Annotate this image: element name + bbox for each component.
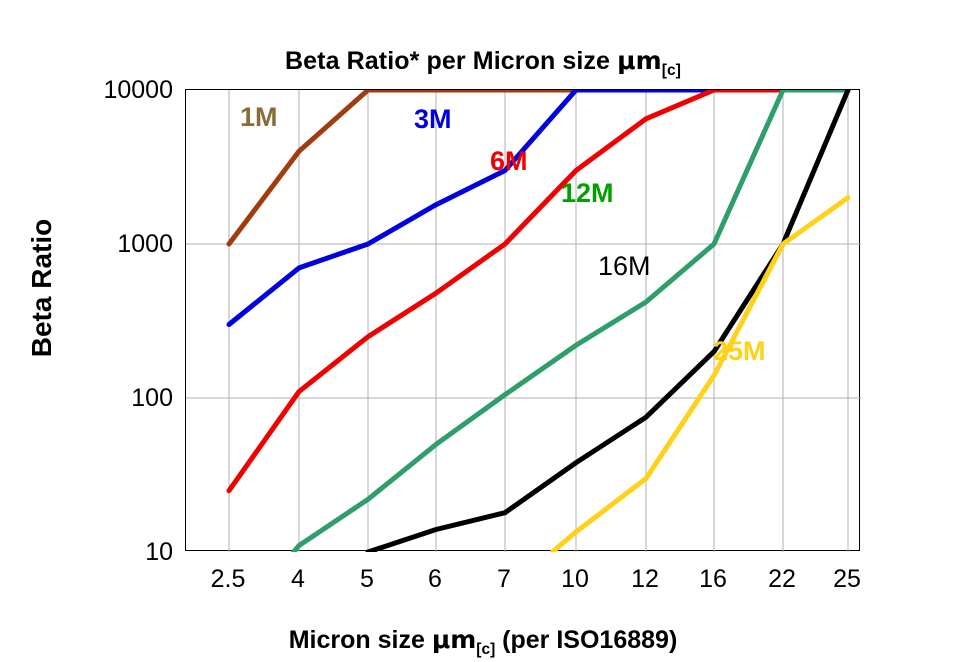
x-tick-labels: 2.5 4 5 6 7 10 12 16 22 25	[185, 565, 861, 605]
x-tick-label: 2.5	[210, 565, 246, 593]
chart-title-main: Beta Ratio* per Micron size	[285, 47, 618, 75]
series-label-25m: 25M	[713, 336, 766, 366]
series-lines	[226, 90, 851, 552]
chart-title-mu: μm	[617, 46, 662, 75]
plot-area	[185, 89, 861, 552]
x-tick-label: 12	[631, 565, 659, 593]
x-axis-title-tail: (per ISO16889)	[495, 626, 678, 654]
x-tick-label: 7	[497, 565, 511, 593]
series-line-25m	[549, 195, 851, 552]
series-line-12m	[291, 90, 851, 552]
series-label-3m: 3M	[414, 104, 452, 134]
series-line-6m	[226, 90, 851, 494]
x-axis-title-mu: μm	[431, 625, 477, 654]
series-label-6m: 6M	[490, 146, 528, 176]
x-tick-label: 10	[561, 565, 589, 593]
x-tick-label: 6	[428, 565, 442, 593]
x-tick-label: 5	[360, 565, 374, 593]
series-label-12m: 12M	[561, 178, 614, 208]
x-axis-title-subscript: [c]	[476, 641, 496, 658]
x-tick-label: 22	[768, 565, 796, 593]
y-tick-label: 10000	[103, 76, 173, 104]
series-line-1m	[226, 90, 851, 247]
series-label-1m: 1M	[240, 102, 278, 132]
chart-title: Beta Ratio* per Micron size μm[c]	[0, 46, 966, 80]
gridlines	[186, 90, 861, 552]
series-line-3m	[226, 90, 851, 327]
x-axis-title: Micron size μm[c] (per ISO16889)	[0, 625, 966, 659]
x-tick-label: 4	[291, 565, 305, 593]
series-line-16m	[365, 90, 851, 552]
plot-canvas	[186, 90, 861, 552]
y-tick-label: 1000	[117, 230, 173, 258]
x-tick-label: 16	[699, 565, 727, 593]
x-tick-label: 25	[833, 565, 861, 593]
y-tick-label: 100	[131, 384, 173, 412]
y-tick-label: 10	[145, 538, 173, 566]
chart-title-subscript: [c]	[661, 62, 681, 79]
x-axis-title-main: Micron size	[288, 626, 432, 654]
series-label-16m: 16M	[598, 251, 651, 281]
y-tick-labels: 10000 1000 100 10	[48, 0, 173, 662]
